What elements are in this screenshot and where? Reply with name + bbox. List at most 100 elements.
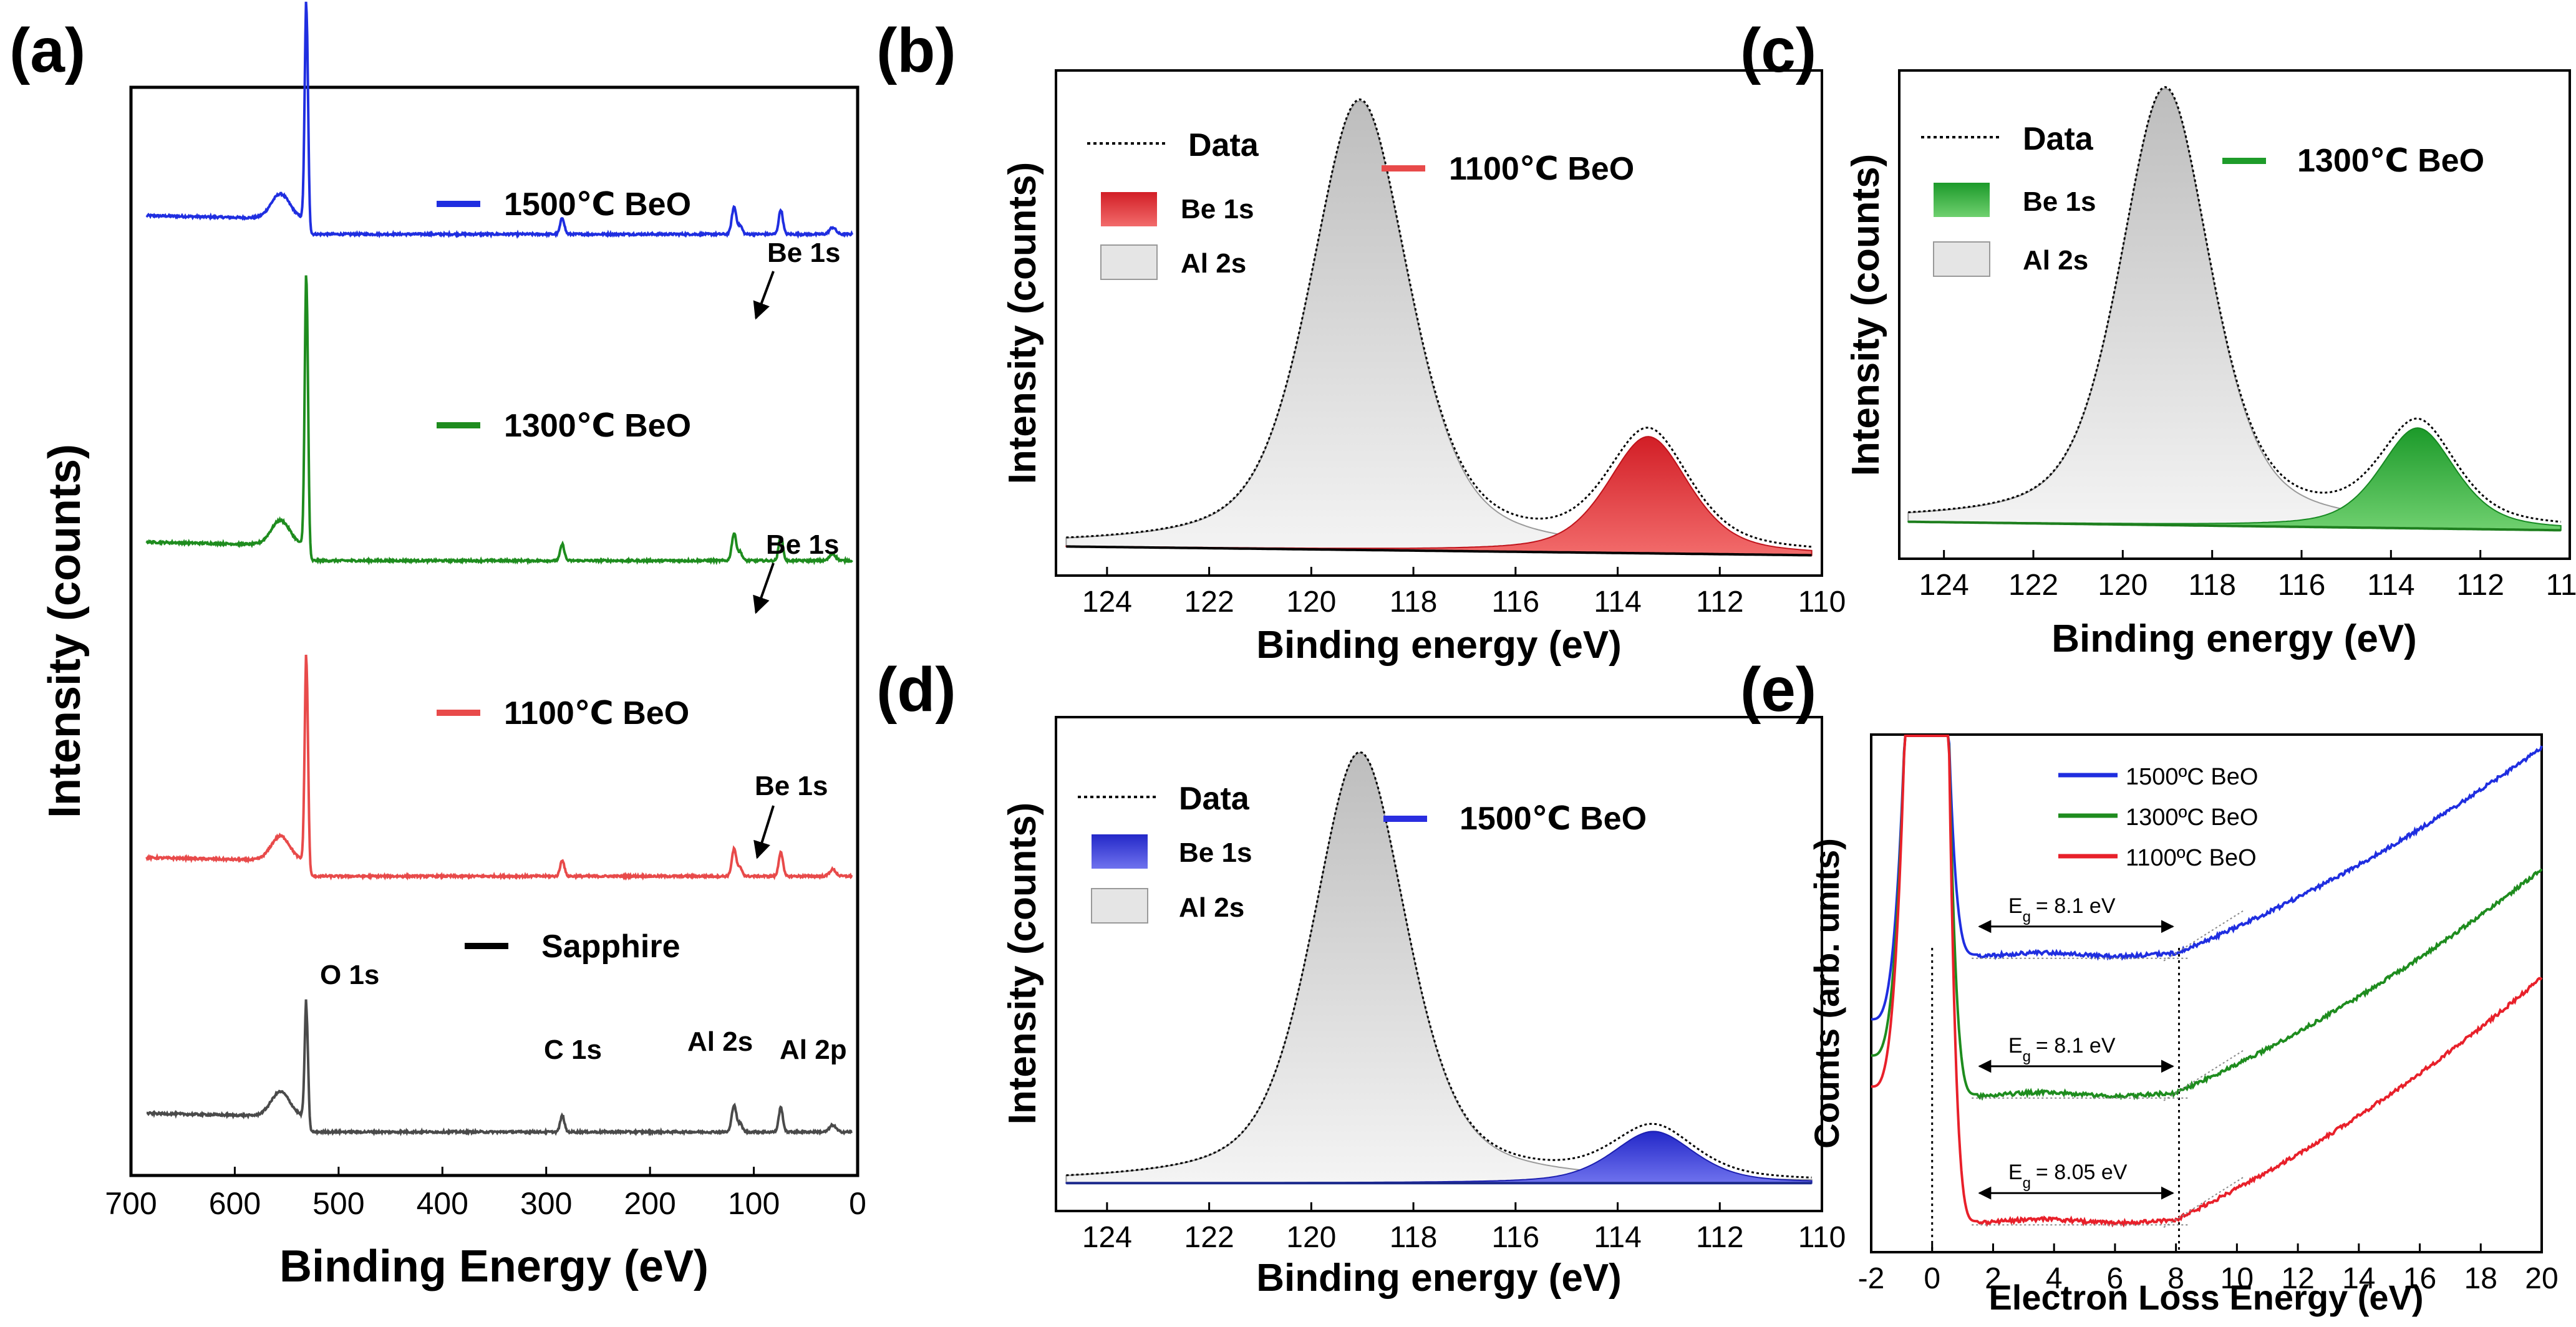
panel-d-frame [1055,716,1823,1212]
panel-a-x-tick-label-6: 100 [728,1186,780,1221]
panel-e-tangent-2 [2163,1177,2244,1228]
annotation-be1s-1500: Be 1s [767,238,840,268]
panel-a-letter: (a) [9,16,85,85]
panel-a-series-1 [145,275,853,566]
panel-e-x-tick-label-7: 12 [2281,1262,2314,1295]
legend-be1s-label: Be 1s [1181,194,1254,224]
annotation-o1s: O 1s [320,960,379,990]
panel-d-legend: Data Be 1s Al 2s 1500℃ BeO [1078,781,1647,924]
panel-d-x-tick-label-7: 110 [1798,1221,1846,1254]
panel-c-frame [1898,69,2571,560]
panel-b-al2s-area [1065,100,1813,556]
panel-e-ylabel: Counts (arb. units) [1807,838,1846,1149]
panel-e-xlabel: Electron Loss Energy (eV) [1988,1278,2423,1317]
legend-data-label: Data [1188,127,1259,163]
panel-e-x-tick-label-6: 10 [2220,1262,2254,1295]
legend-sample-label: 1500℃ BeO [1460,801,1647,837]
panel-c-background [1908,520,2561,532]
eg-value: = 8.1 eV [2036,1034,2116,1058]
legend-al2s-label: Al 2s [2023,245,2088,276]
legend-1500-label: 1500℃ BeO [504,186,691,223]
panel-b-legend: Data Be 1s Al 2s 1100℃ BeO [1087,127,1634,280]
annotation-c1s: C 1s [544,1035,602,1065]
legend-1100-label: 1100℃ BeO [504,695,689,731]
panel-e-tangent-1 [2163,1050,2244,1101]
panel-e-x-tick-label-4: 6 [2107,1262,2124,1295]
legend-be1s-swatch [1101,192,1157,226]
panel-b-x-tick-label-2: 120 [1286,586,1336,619]
legend-al2s-swatch [1091,888,1148,924]
panel-a-legend-sapphire: Sapphire [465,929,680,965]
panel-b-x-tick-label-1: 122 [1184,586,1234,619]
panel-a-x-tick-label-2: 500 [312,1186,364,1221]
panel-c-x-ticks: 124 122 120 118 116 114 112 110 [1919,550,2576,602]
legend-e-1300-label: 1300ºC BeO [2126,804,2258,831]
panel-e-letter: (e) [1740,655,1816,725]
panel-c-x-tick-label-0: 124 [1919,569,1969,602]
panel-c-x-tick-label-6: 112 [2456,569,2504,602]
panel-d-ylabel: Intensity (counts) [1001,803,1044,1125]
panel-d-x-tick-label-6: 112 [1696,1221,1744,1254]
legend-al2s-swatch [1100,244,1158,280]
panel-e-x-tick-label-8: 14 [2342,1262,2375,1295]
panel-e-legend: 1500ºC BeO 1300ºC BeO 1100ºC BeO [2058,764,2258,871]
annotation-be1s-1300: Be 1s [766,529,839,560]
panel-e-series-0 [1871,735,2543,1021]
legend-data-label: Data [2023,121,2094,157]
panel-e-eg-label-2: Eg = 8.05 eV [2008,1161,2128,1192]
panel-a: (a) 700 600 500 400 300 200 100 0 Binding Energ… [9,1,866,1291]
panel-e-x-ticks: -2 0 2 4 6 8 10 12 14 16 18 20 [1858,1243,2559,1295]
panel-d: (d) 124 122 120 118 116 114 112 110 Binding ene… [876,655,1846,1300]
panel-b-x-tick-label-7: 110 [1798,586,1846,619]
eg-subscript: g [2023,908,2031,925]
panel-c-x-tick-label-5: 114 [2367,569,2415,602]
eg-subscript: g [2023,1175,2031,1192]
legend-e-1100-label: 1100ºC BeO [2126,845,2257,871]
panel-a-x-tick-label-1: 600 [209,1186,261,1221]
panel-a-legend-1300: 1300℃ BeO [437,408,691,444]
panel-d-xlabel: Binding energy (eV) [1256,1257,1622,1300]
panel-c-x-tick-label-4: 116 [2278,569,2326,602]
panel-d-x-tick-label-5: 114 [1594,1221,1642,1254]
panel-e-x-tick-label-5: 8 [2167,1262,2184,1295]
panel-a-ylabel: Intensity (counts) [40,444,90,818]
panel-d-x-tick-label-0: 124 [1082,1221,1132,1254]
arrow-be1s-1100 [753,805,775,859]
annotation-al2s: Al 2s [687,1026,753,1057]
panel-e-tangent-0 [2163,910,2244,962]
panel-e-frame [1870,733,2543,1253]
panel-a-series-3 [147,999,853,1137]
annotation-al2p: Al 2p [780,1035,847,1065]
panel-c-plot [1907,86,2562,532]
panel-a-x-tick-label-0: 700 [105,1186,157,1221]
panel-d-plot [1065,751,1813,1185]
panel-b-x-tick-label-6: 112 [1696,586,1744,619]
annotation-be1s-1100: Be 1s [755,771,828,801]
panel-e-x-tick-label-1: 0 [1924,1262,1940,1295]
panel-b-x-tick-label-0: 124 [1082,586,1132,619]
legend-al2s-swatch [1933,241,1990,277]
panel-c-x-tick-label-3: 118 [2188,569,2236,602]
panel-b-plot [1065,98,1813,557]
legend-be1s-label: Be 1s [2023,186,2096,217]
panel-b-frame [1055,69,1823,577]
panel-b-xlabel: Binding energy (eV) [1256,624,1622,667]
legend-1300-label: 1300℃ BeO [504,408,691,444]
eg-value: = 8.05 eV [2036,1161,2128,1184]
eg-symbol: E [2008,1034,2023,1058]
panel-a-xlabel: Binding Energy (eV) [279,1242,709,1291]
panel-a-x-tick-label-4: 300 [520,1186,572,1221]
eg-symbol: E [2008,894,2023,918]
panel-e-x-tick-label-11: 20 [2525,1262,2558,1295]
panel-c-xlabel: Binding energy (eV) [2051,617,2417,660]
panel-b-x-tick-label-5: 114 [1594,586,1642,619]
panel-a-frame [129,85,859,1177]
panel-d-x-tick-label-1: 122 [1184,1221,1234,1254]
panel-a-series-0 [145,1,854,239]
panel-d-letter: (d) [876,655,956,725]
eg-symbol: E [2008,1161,2023,1184]
panel-a-series-2 [145,654,853,881]
panel-c-legend: Data Be 1s Al 2s 1300℃ BeO [1921,121,2484,277]
panel-d-al2s-area [1065,752,1813,1184]
panel-a-x-ticks: 700 600 500 400 300 200 100 0 [105,1167,866,1221]
